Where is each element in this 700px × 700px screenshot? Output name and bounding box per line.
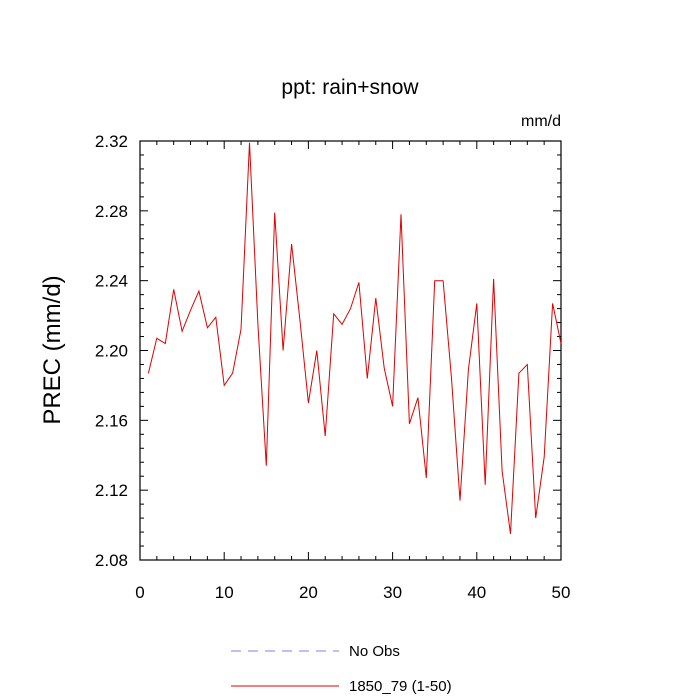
axis-tick-labels: 0 10 20 30 40 50 2.08 2.12 2.16 2.20 2.24 2.28 2.32	[95, 132, 571, 602]
legend: No Obs 1850_79 (1-50)	[231, 643, 452, 695]
legend-label: 1850_79 (1-50)	[349, 678, 452, 695]
x-tick-label: 30	[383, 583, 402, 602]
plot-frame	[139, 140, 562, 561]
y-tick-label: 2.16	[95, 411, 128, 430]
series-line	[147, 142, 562, 534]
x-tick-label: 0	[135, 583, 144, 602]
units-label: mm/d	[521, 113, 561, 130]
legend-label: No Obs	[349, 643, 400, 660]
chart-title: ppt: rain+snow	[281, 76, 419, 99]
y-tick-label: 2.28	[95, 202, 128, 221]
series-group	[147, 142, 562, 534]
y-tick-label: 2.12	[95, 481, 128, 500]
y-tick-label: 2.32	[95, 132, 128, 151]
y-tick-label: 2.08	[95, 551, 128, 570]
x-tick-label: 50	[552, 583, 571, 602]
axis-ticks	[139, 140, 562, 561]
x-tick-label: 10	[215, 583, 234, 602]
x-tick-label: 20	[299, 583, 318, 602]
x-tick-label: 40	[467, 583, 486, 602]
y-tick-label: 2.24	[95, 272, 128, 291]
y-axis-label: PREC (mm/d)	[39, 275, 66, 424]
y-tick-label: 2.20	[95, 342, 128, 361]
